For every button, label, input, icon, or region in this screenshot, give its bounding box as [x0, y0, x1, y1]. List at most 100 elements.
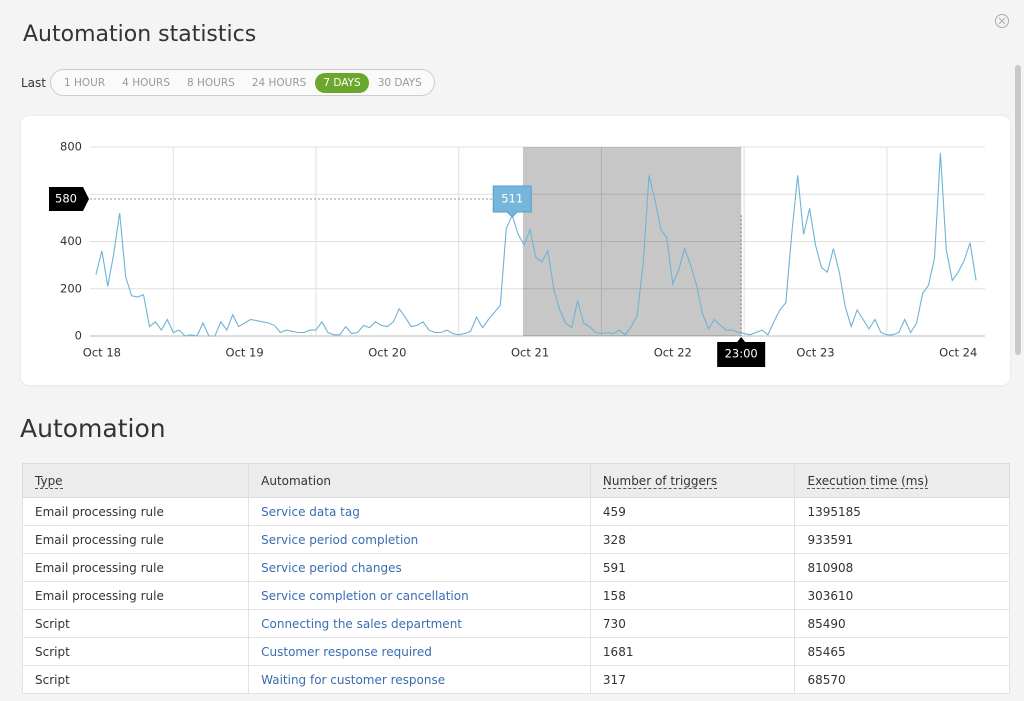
table-cell: 68570	[794, 665, 1010, 694]
table-cell: Connecting the sales department	[248, 609, 591, 638]
cell-text: Email processing rule	[35, 560, 164, 575]
data-line	[95, 152, 977, 337]
table-cell: Waiting for customer response	[248, 665, 591, 694]
table-row: Script Waiting for customer response 317 68…	[21, 665, 1010, 694]
range-option[interactable]: 8 HOURS	[187, 76, 235, 89]
table-row: Script Connecting the sales department 730…	[21, 609, 1010, 638]
table-cell: 328	[589, 525, 796, 554]
automation-link[interactable]: Service period completion	[261, 532, 419, 547]
cell-text: 591	[602, 560, 626, 575]
table-cell: Email processing rule	[21, 553, 250, 582]
table-cell: Service completion or cancellation	[248, 581, 591, 610]
automation-link[interactable]: Service completion or cancellation	[261, 588, 469, 603]
table-row: Email processing rule Service data tag 459…	[21, 497, 1010, 526]
table-cell: Service period changes	[248, 553, 591, 582]
table-cell: Script	[21, 665, 250, 694]
range-option[interactable]: 1 HOUR	[64, 76, 106, 89]
table-row: Email processing rule Service completion …	[21, 581, 1010, 610]
range-selector: 1 HOUR 4 HOURS 8 HOURS 24 HOURS 7 DAYS 30 DAY…	[50, 69, 435, 96]
column-title[interactable]: Number of triggers	[602, 473, 718, 489]
crosshair-y-label: 580	[55, 191, 77, 205]
table-cell: Script	[21, 609, 250, 638]
cell-text: 303610	[807, 588, 854, 603]
column-title[interactable]: Execution time (ms)	[807, 473, 929, 489]
cell-text: 85465	[807, 644, 846, 659]
table-cell: Service period completion	[248, 525, 591, 554]
table-cell: Email processing rule	[21, 525, 250, 554]
column-header: Number of triggers	[589, 463, 796, 498]
table-cell: Customer response required	[248, 637, 591, 666]
table-cell: 303610	[794, 581, 1010, 610]
scrollbar[interactable]	[1015, 65, 1021, 355]
table-cell: 591	[589, 553, 796, 582]
range-label: Last	[21, 76, 46, 90]
table-cell: Email processing rule	[21, 581, 250, 610]
cell-text: 933591	[807, 532, 854, 547]
cell-text: 459	[602, 504, 626, 519]
automation-link[interactable]: Service period changes	[261, 560, 402, 575]
column-header: Automation	[248, 463, 591, 498]
automation-table: Type Automation Number of triggers Executio…	[21, 463, 1010, 694]
y-tick-label: 800	[60, 140, 82, 154]
cell-text: Email processing rule	[35, 532, 164, 547]
table-cell: 85465	[794, 637, 1010, 666]
tooltip-label: 511	[501, 191, 523, 205]
table-cell: 459	[589, 497, 796, 526]
table-row: Email processing rule Service period comp…	[21, 525, 1010, 554]
table-cell: Email processing rule	[21, 497, 250, 526]
range-option[interactable]: 7 DAYS	[315, 72, 369, 93]
automation-link[interactable]: Waiting for customer response	[261, 672, 446, 687]
x-tick-label: Oct 23	[796, 346, 834, 360]
cell-text: 158	[602, 588, 626, 603]
cell-text: 730	[602, 616, 626, 631]
x-tick-label: Oct 20	[368, 346, 406, 360]
cell-text: Script	[35, 616, 70, 631]
automation-link[interactable]: Connecting the sales department	[261, 616, 463, 631]
x-tick-label: Oct 19	[226, 346, 264, 360]
column-header: Type	[21, 463, 250, 498]
x-tick-label: Oct 21	[511, 346, 549, 360]
page-title: Automation statistics	[23, 22, 257, 47]
cell-text: Script	[35, 672, 70, 687]
section-title: Automation	[20, 414, 166, 443]
cell-text: Email processing rule	[35, 588, 164, 603]
table-cell: Script	[21, 637, 250, 666]
column-title[interactable]: Type	[35, 473, 63, 489]
x-tick-label: Oct 22	[654, 346, 692, 360]
range-option[interactable]: 24 HOURS	[251, 76, 307, 89]
column-header: Execution time (ms)	[794, 463, 1010, 498]
cell-text: 328	[602, 532, 626, 547]
crosshair-y-box	[49, 186, 89, 211]
cell-text: 85490	[807, 616, 846, 631]
cell-text: 810908	[807, 560, 854, 575]
cell-text: 1681	[602, 644, 634, 659]
x-tick-label: Oct 24	[939, 346, 977, 360]
y-tick-label: 400	[60, 234, 82, 248]
table-cell: 158	[589, 581, 796, 610]
table-cell: 85490	[794, 609, 1010, 638]
automation-link[interactable]: Service data tag	[261, 504, 360, 519]
close-button[interactable]	[994, 13, 1010, 29]
table-cell: 933591	[794, 525, 1010, 554]
selection-range	[522, 147, 742, 336]
cell-text: 317	[602, 672, 626, 687]
table-cell: Service data tag	[248, 497, 591, 526]
table-cell: 730	[589, 609, 796, 638]
range-option[interactable]: 4 HOURS	[122, 76, 170, 89]
table-cell: 1681	[589, 637, 796, 666]
column-title: Automation	[261, 473, 332, 488]
automation-link[interactable]: Customer response required	[261, 644, 432, 659]
range-option[interactable]: 30 DAYS	[377, 76, 422, 89]
y-tick-label: 200	[60, 281, 82, 295]
tooltip-box	[492, 185, 532, 218]
table-row: Script Customer response required 1681 8546…	[21, 637, 1010, 666]
cell-text: 68570	[807, 672, 846, 687]
table-cell: 317	[589, 665, 796, 694]
x-tick-label: Oct 18	[83, 346, 121, 360]
cell-text: 1395185	[807, 504, 861, 519]
cell-text: Script	[35, 644, 70, 659]
table-cell: 1395185	[794, 497, 1010, 526]
